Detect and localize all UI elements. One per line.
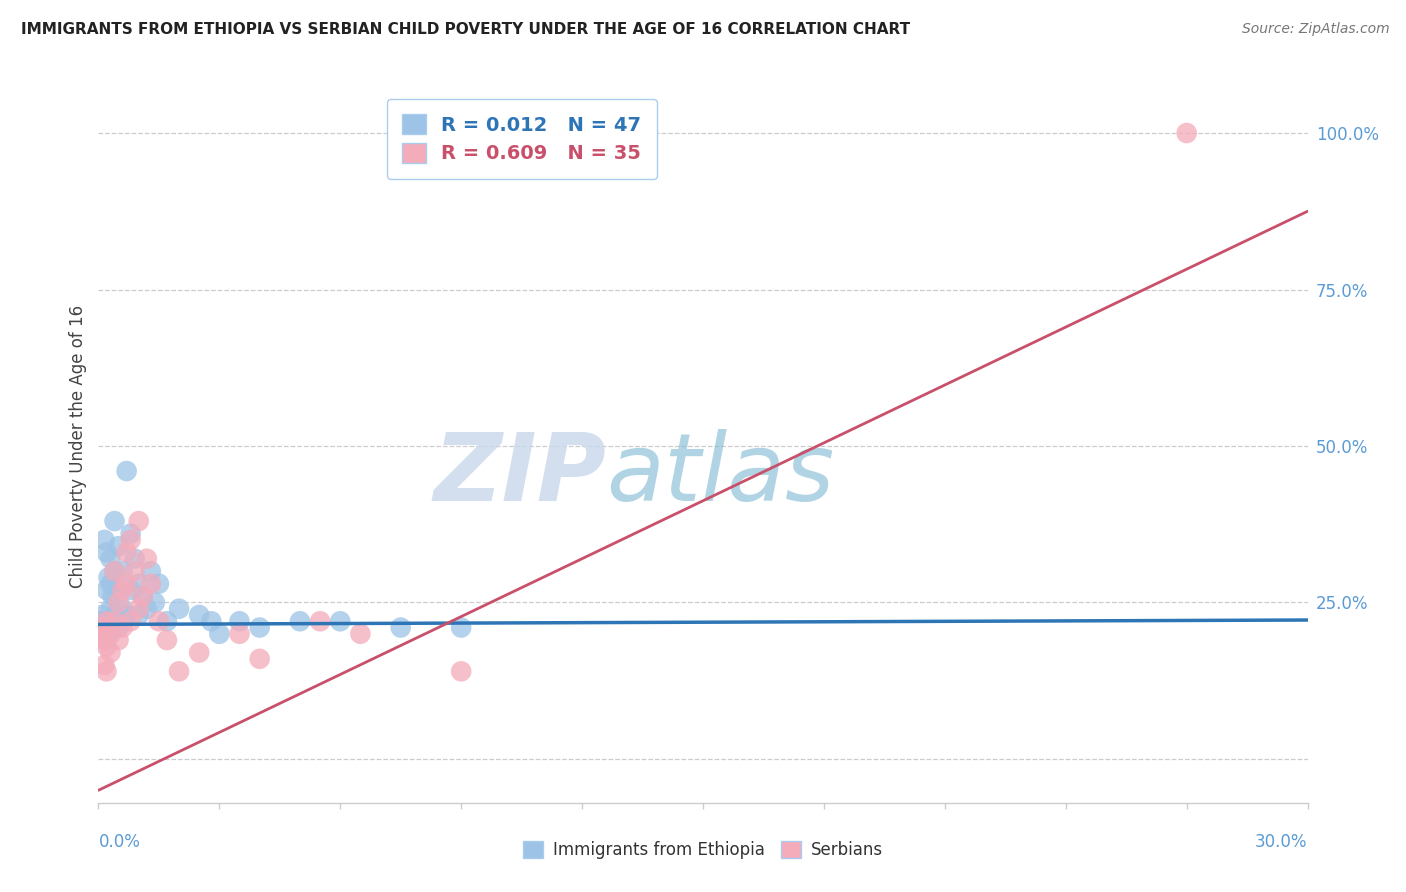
Point (128, 576, 150, 591)
Text: atlas: atlas (606, 429, 835, 520)
Point (156, 633, 179, 648)
Point (96, 633, 118, 648)
Point (96, 640, 118, 654)
Point (349, 627, 371, 641)
Point (91, 607, 114, 622)
Point (107, 582, 129, 597)
Point (103, 614, 125, 628)
Point (100, 627, 122, 641)
Text: Source: ZipAtlas.com: Source: ZipAtlas.com (1241, 22, 1389, 37)
Point (120, 614, 142, 628)
Point (111, 601, 134, 615)
Point (288, 614, 311, 628)
Point (329, 614, 352, 628)
Point (115, 576, 138, 591)
Legend: Immigrants from Ethiopia, Serbians: Immigrants from Ethiopia, Serbians (516, 834, 890, 866)
Point (156, 614, 179, 628)
Point (128, 607, 150, 622)
Point (103, 607, 125, 622)
Point (132, 589, 155, 603)
Point (107, 595, 129, 609)
Point (249, 621, 271, 635)
Point (107, 539, 129, 553)
Text: 0.0%: 0.0% (98, 833, 141, 851)
Point (139, 576, 162, 591)
Point (103, 564, 125, 578)
Text: IMMIGRANTS FROM ETHIOPIA VS SERBIAN CHILD POVERTY UNDER THE AGE OF 16 CORRELATIO: IMMIGRANTS FROM ETHIOPIA VS SERBIAN CHIL… (21, 22, 910, 37)
Point (111, 621, 134, 635)
Point (143, 595, 166, 609)
Point (100, 576, 122, 591)
Point (103, 514, 125, 528)
Point (208, 627, 231, 641)
Point (167, 665, 190, 679)
Point (97, 570, 120, 584)
Point (96, 621, 118, 635)
Point (135, 601, 157, 615)
Point (124, 564, 146, 578)
Point (91, 621, 114, 635)
Point (100, 646, 122, 660)
Point (91, 614, 114, 628)
Point (96, 614, 118, 628)
Y-axis label: Child Poverty Under the Age of 16: Child Poverty Under the Age of 16 (69, 304, 87, 588)
Point (96, 545, 118, 559)
Point (309, 614, 332, 628)
Point (91, 621, 114, 635)
Point (128, 601, 150, 615)
Point (139, 564, 162, 578)
Point (91, 633, 114, 648)
Point (249, 652, 271, 666)
Point (228, 614, 250, 628)
Point (128, 514, 150, 528)
Point (107, 633, 129, 648)
Point (228, 627, 250, 641)
Point (115, 607, 138, 622)
Point (450, 621, 472, 635)
Point (120, 582, 142, 597)
Point (188, 607, 211, 622)
Point (132, 589, 155, 603)
Point (167, 601, 190, 615)
Point (89, 614, 111, 628)
Point (100, 627, 122, 641)
Point (200, 614, 222, 628)
Point (120, 533, 142, 547)
Point (148, 614, 170, 628)
Point (188, 646, 211, 660)
Point (96, 665, 118, 679)
Text: 30.0%: 30.0% (1256, 833, 1308, 851)
Point (111, 564, 134, 578)
Point (111, 582, 134, 597)
Text: ZIP: ZIP (433, 428, 606, 521)
Point (93, 627, 115, 641)
Point (103, 564, 125, 578)
Point (107, 621, 129, 635)
Point (115, 464, 138, 478)
Point (135, 551, 157, 566)
Point (101, 589, 124, 603)
Point (389, 621, 412, 635)
Point (100, 601, 122, 615)
Point (120, 526, 142, 541)
Point (124, 551, 146, 566)
Point (93, 533, 115, 547)
Point (96, 582, 118, 597)
Point (89, 627, 111, 641)
Point (1175, 126, 1198, 140)
Point (100, 551, 122, 566)
Point (450, 665, 472, 679)
Point (148, 576, 170, 591)
Point (93, 658, 115, 673)
Point (115, 545, 138, 559)
